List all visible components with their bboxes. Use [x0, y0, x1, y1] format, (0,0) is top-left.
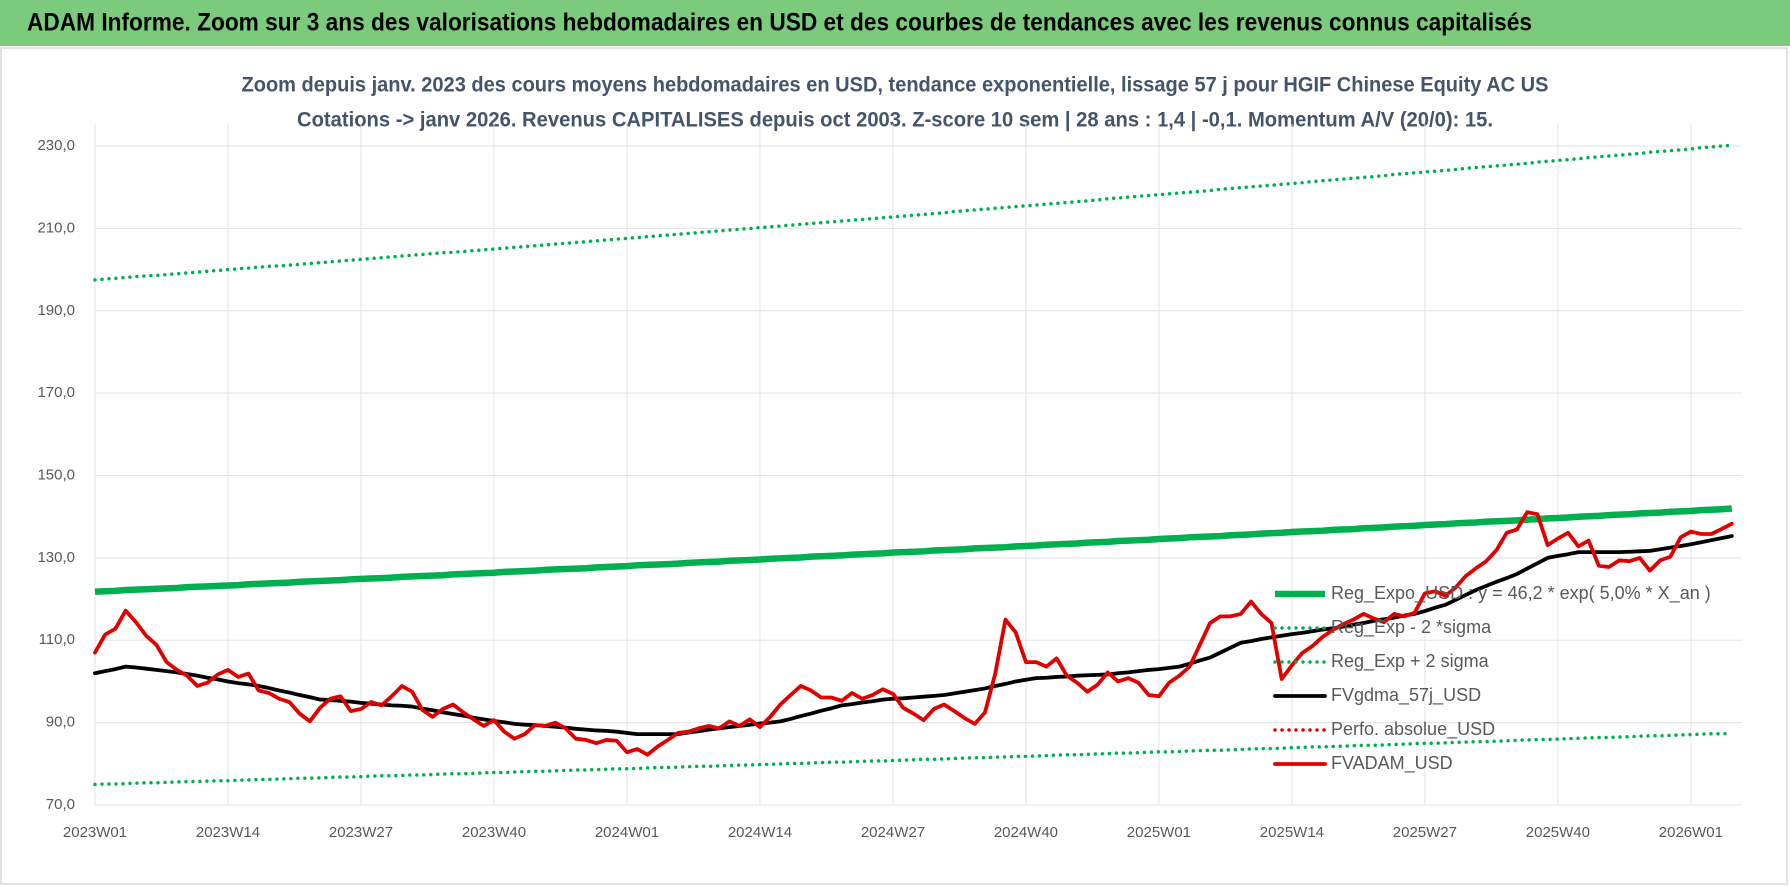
y-tick-label: 150,0 — [37, 467, 75, 484]
legend-label: Reg_Expo_USD : y = 46,2 * exp( 5,0% * X_… — [1331, 583, 1711, 604]
chart-frame — [0, 47, 1788, 885]
chart-subtitle: Cotations -> janv 2026. Revenus CAPITALI… — [297, 109, 1493, 132]
legend-label: Reg_Exp + 2 sigma — [1331, 651, 1490, 672]
series-line — [93, 510, 1734, 757]
header-title: ADAM Informe. Zoom sur 3 ans des valoris… — [27, 9, 1532, 37]
legend-label: FVADAM_USD — [1331, 753, 1453, 774]
series-line — [93, 143, 1734, 282]
y-tick-label: 230,0 — [37, 137, 75, 154]
y-tick-label: 110,0 — [39, 631, 75, 648]
y-tick-label: 90,0 — [46, 714, 75, 731]
x-tick-label: 2026W01 — [1659, 824, 1723, 841]
x-tick-label: 2025W14 — [1260, 824, 1324, 841]
series-line — [94, 505, 1733, 595]
legend-label: Perfo. absolue_USD — [1331, 719, 1495, 740]
legend-label: Reg_Exp - 2 *sigma — [1331, 617, 1492, 638]
x-tick-label: 2023W27 — [329, 824, 393, 841]
legend: Reg_Expo_USD : y = 46,2 * exp( 5,0% * X_… — [1273, 583, 1711, 774]
y-tick-label: 210,0 — [37, 219, 75, 236]
x-tick-label: 2024W01 — [595, 824, 659, 841]
series-line — [93, 731, 1734, 787]
x-tick-label: 2025W40 — [1526, 824, 1590, 841]
x-tick-label: 2024W14 — [728, 824, 792, 841]
legend-label: FVgdma_57j_USD — [1331, 685, 1481, 706]
x-tick-label: 2024W27 — [861, 824, 925, 841]
plot — [93, 143, 1734, 787]
x-tick-label: 2023W40 — [462, 824, 526, 841]
y-tick-label: 170,0 — [37, 384, 75, 401]
x-tick-label: 2023W01 — [63, 824, 127, 841]
y-tick-label: 190,0 — [37, 302, 75, 319]
y-tick-label: 70,0 — [46, 796, 75, 813]
header-bar — [0, 0, 1790, 46]
grid: 70,0 90,0 110,0 130,0 150,0 170,0 190,0 210,0 23… — [37, 124, 1742, 841]
y-tick-label: 130,0 — [37, 549, 75, 566]
x-tick-label: 2023W14 — [196, 824, 260, 841]
chart-title: Zoom depuis janv. 2023 des cours moyens … — [242, 74, 1549, 97]
x-tick-label: 2024W40 — [994, 824, 1058, 841]
x-tick-label: 2025W01 — [1127, 824, 1191, 841]
x-tick-label: 2025W27 — [1393, 824, 1457, 841]
